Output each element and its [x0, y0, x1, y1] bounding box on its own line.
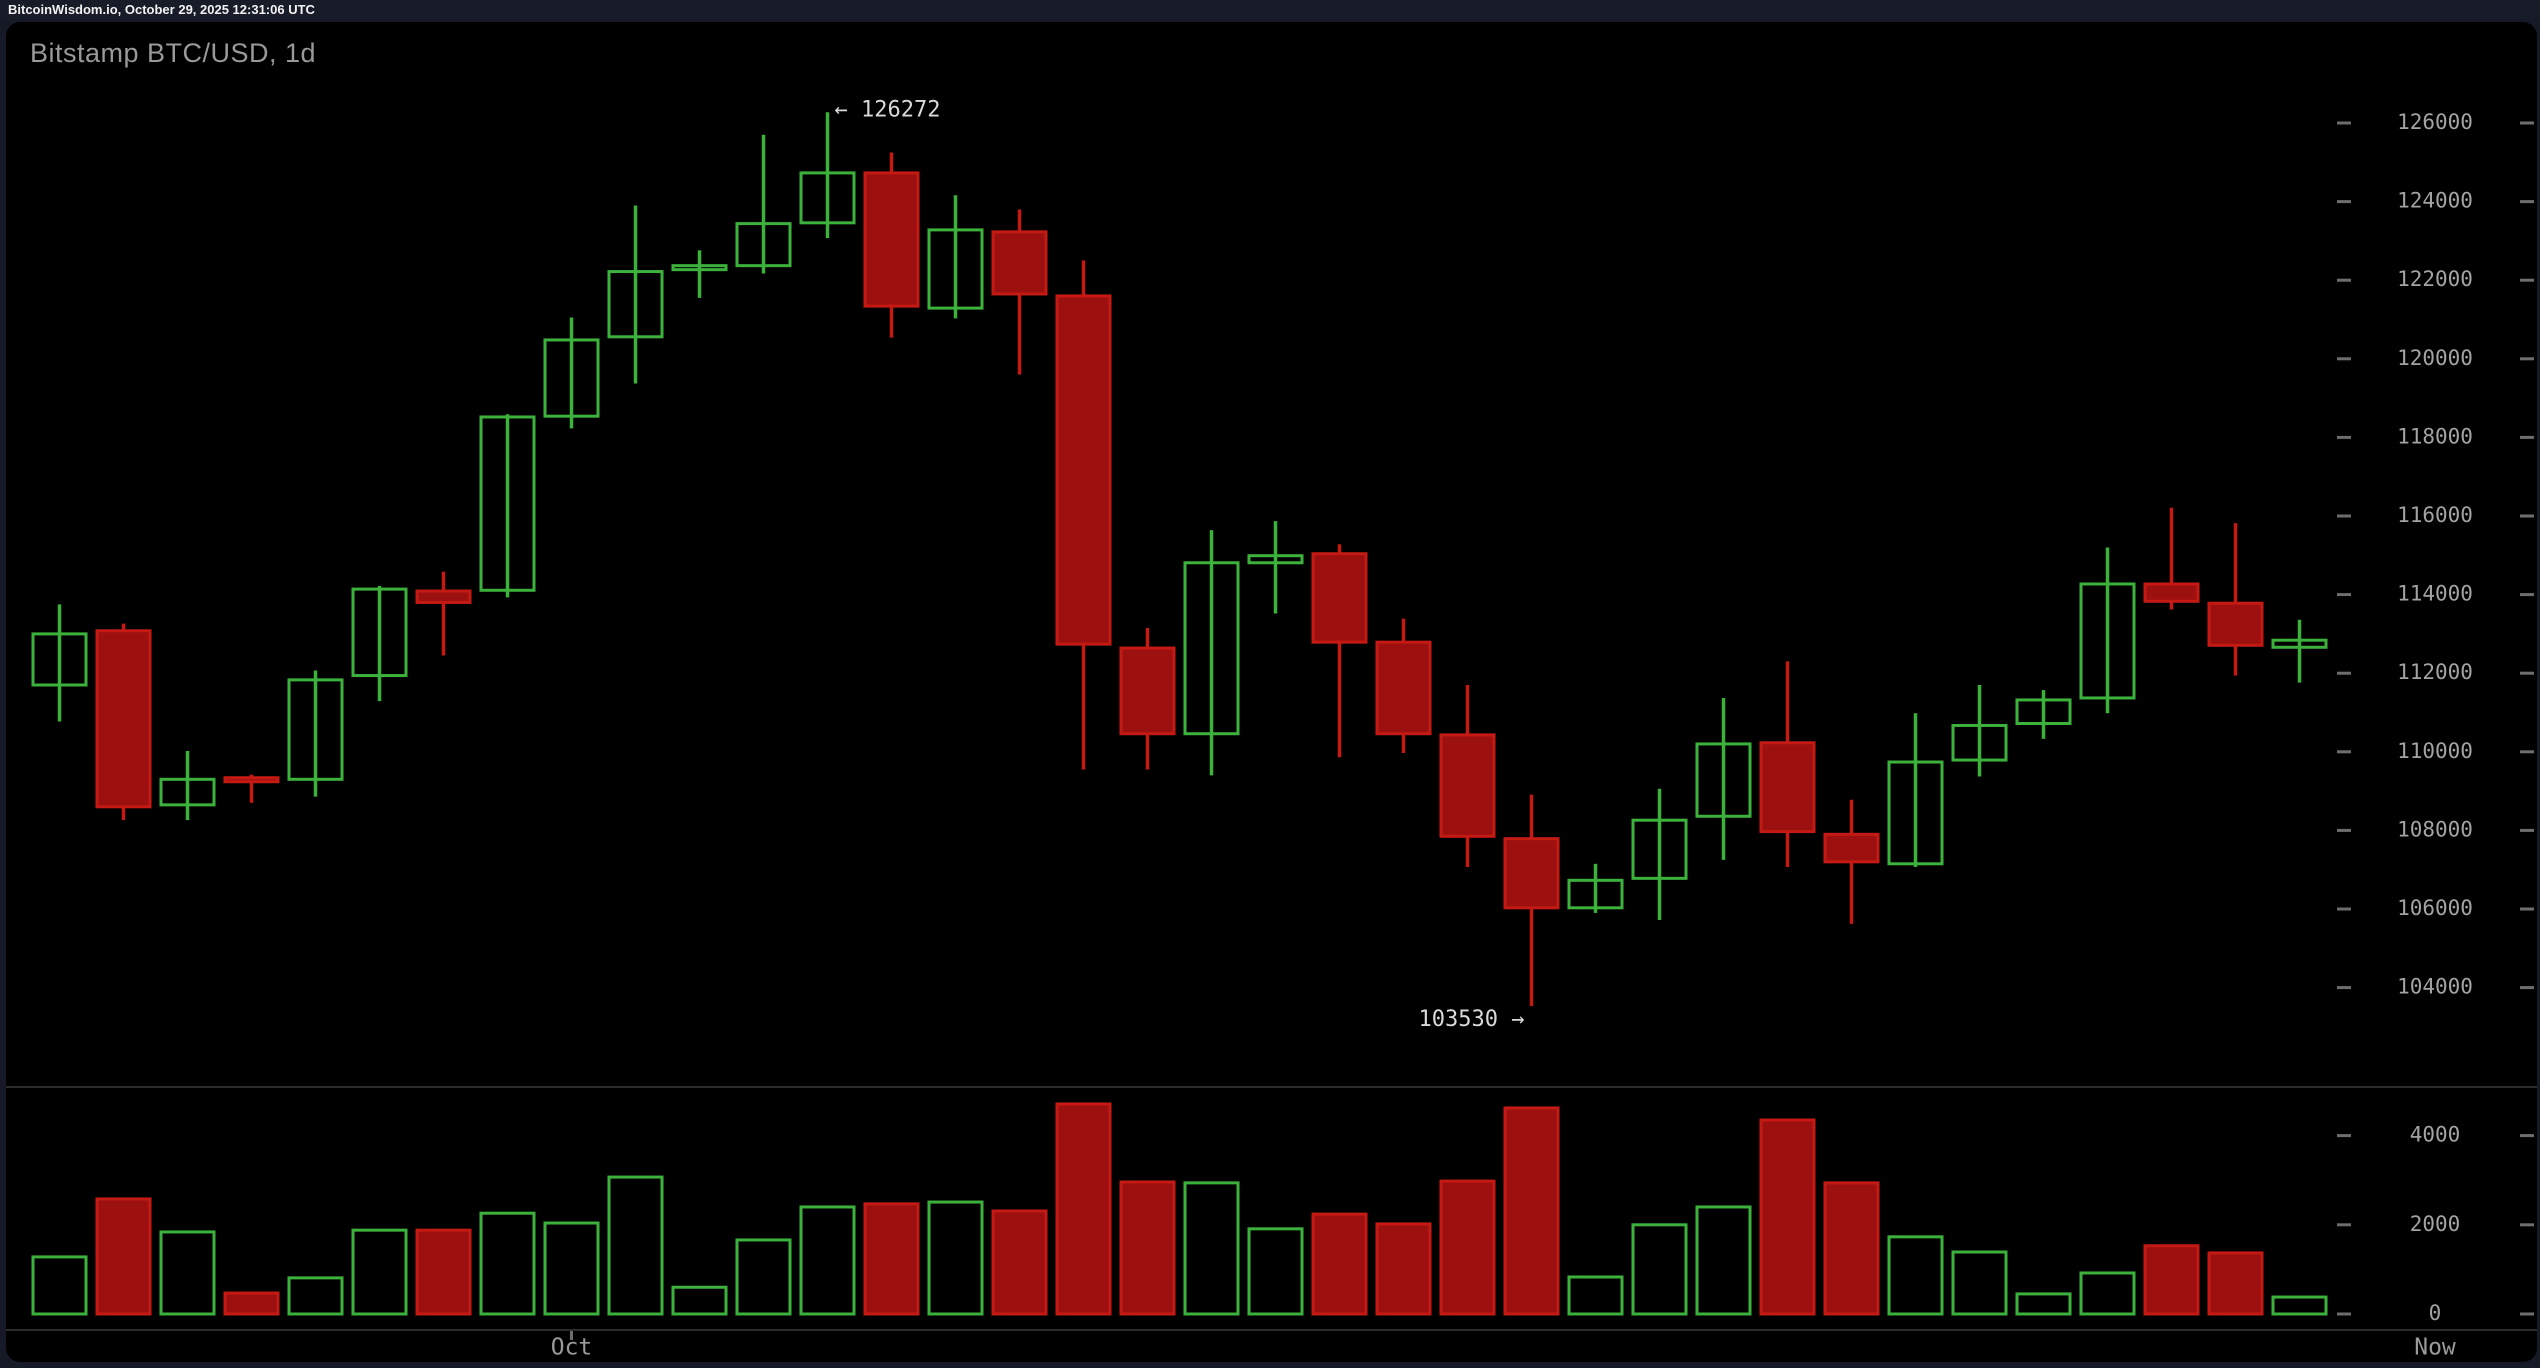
volume-bar: [1311, 1212, 1368, 1316]
price-axis-label: 124000: [2397, 189, 2473, 213]
status-bar-text: BitcoinWisdom.io, October 29, 2025 12:31…: [8, 2, 315, 17]
volume-bar: [1695, 1205, 1752, 1316]
candle-body: [1503, 837, 1560, 910]
volume-bar: [159, 1230, 216, 1316]
chart-panel: [6, 22, 2537, 1362]
volume-bar: [1631, 1223, 1688, 1316]
volume-bar: [1887, 1235, 1944, 1316]
volume-bar: [1055, 1102, 1112, 1316]
chart-title: Bitstamp BTC/USD, 1d: [30, 38, 317, 68]
volume-bar: [95, 1197, 152, 1316]
price-axis-label: 118000: [2397, 424, 2473, 448]
candle-body: [2207, 601, 2264, 647]
price-axis-label: 112000: [2397, 660, 2473, 684]
candle-body: [543, 338, 600, 418]
volume-bar: [415, 1228, 472, 1316]
price-axis-label: 120000: [2397, 346, 2473, 370]
candle-body: [1183, 561, 1240, 736]
price-axis-label: 122000: [2397, 267, 2473, 291]
price-axis-label: 104000: [2397, 975, 2473, 999]
volume-bar: [479, 1211, 536, 1316]
volume-bar: [2143, 1244, 2200, 1316]
candle-body: [159, 777, 216, 807]
volume-bar: [1951, 1250, 2008, 1316]
volume-bar: [351, 1228, 408, 1316]
candle-body: [1951, 723, 2008, 762]
candle-body: [799, 171, 856, 225]
volume-bar: [1439, 1179, 1496, 1316]
volume-bar: [1503, 1106, 1560, 1316]
volume-bar: [2207, 1251, 2264, 1316]
candle-body: [1823, 832, 1880, 864]
candle-body: [351, 587, 408, 678]
volume-bar: [31, 1255, 88, 1316]
volume-bar: [543, 1221, 600, 1316]
price-axis-label: 126000: [2397, 110, 2473, 134]
volume-axis-label: 4000: [2410, 1123, 2461, 1147]
candle-body: [479, 415, 536, 592]
candle-body: [31, 632, 88, 687]
volume-bar: [607, 1175, 664, 1316]
volume-bar: [1759, 1118, 1816, 1316]
price-axis-label: 110000: [2397, 739, 2473, 763]
volume-axis-label: 0: [2429, 1301, 2442, 1325]
volume-bar: [671, 1285, 728, 1316]
status-bar: BitcoinWisdom.io, October 29, 2025 12:31…: [0, 0, 2540, 19]
volume-bar: [1119, 1180, 1176, 1316]
volume-bar: [863, 1202, 920, 1316]
high-price-annotation: ← 126272: [835, 97, 941, 122]
time-axis-label: Oct: [551, 1335, 593, 1361]
candle-body: [1119, 646, 1176, 736]
candle-body: [1055, 294, 1112, 646]
volume-bar: [2079, 1271, 2136, 1316]
candle-body: [607, 270, 664, 339]
candle-body: [95, 629, 152, 809]
volume-bar: [991, 1209, 1048, 1316]
candle-body: [1759, 741, 1816, 834]
candle-body: [1567, 878, 1624, 910]
volume-bar: [223, 1291, 280, 1316]
volume-bar: [927, 1200, 984, 1316]
candle-body: [287, 678, 344, 781]
candle-body: [1439, 733, 1496, 838]
candle-body: [991, 230, 1048, 296]
candle-body: [1375, 640, 1432, 736]
volume-bar: [1567, 1275, 1624, 1316]
volume-bar: [799, 1205, 856, 1316]
volume-bar: [287, 1276, 344, 1316]
candle-body: [2015, 698, 2072, 726]
volume-bar: [1375, 1222, 1432, 1316]
candle-body: [2143, 582, 2200, 603]
volume-bar: [1823, 1181, 1880, 1316]
candle-body: [927, 228, 984, 310]
time-axis-label: Now: [2414, 1335, 2456, 1361]
price-axis-label: 108000: [2397, 817, 2473, 841]
candle-body: [671, 264, 728, 272]
candle-body: [1247, 554, 1304, 565]
volume-bar: [2271, 1295, 2328, 1316]
volume-bar: [2015, 1292, 2072, 1316]
candle-body: [1887, 760, 1944, 866]
candle-body: [1631, 818, 1688, 880]
candle-body: [1695, 742, 1752, 818]
low-price-annotation: 103530 →: [1419, 1007, 1525, 1032]
price-axis-label: 116000: [2397, 503, 2473, 527]
candle-body: [1311, 552, 1368, 644]
price-axis-label: 106000: [2397, 896, 2473, 920]
volume-axis-label: 2000: [2410, 1212, 2461, 1236]
candle-body: [863, 171, 920, 308]
volume-bar: [735, 1238, 792, 1316]
candle-body: [2079, 582, 2136, 700]
candle-body: [2271, 638, 2328, 649]
volume-bar: [1183, 1181, 1240, 1316]
candle-body: [223, 776, 280, 784]
volume-bar: [1247, 1227, 1304, 1316]
candle-body: [735, 222, 792, 268]
price-axis-label: 114000: [2397, 582, 2473, 606]
candle-body: [415, 589, 472, 604]
